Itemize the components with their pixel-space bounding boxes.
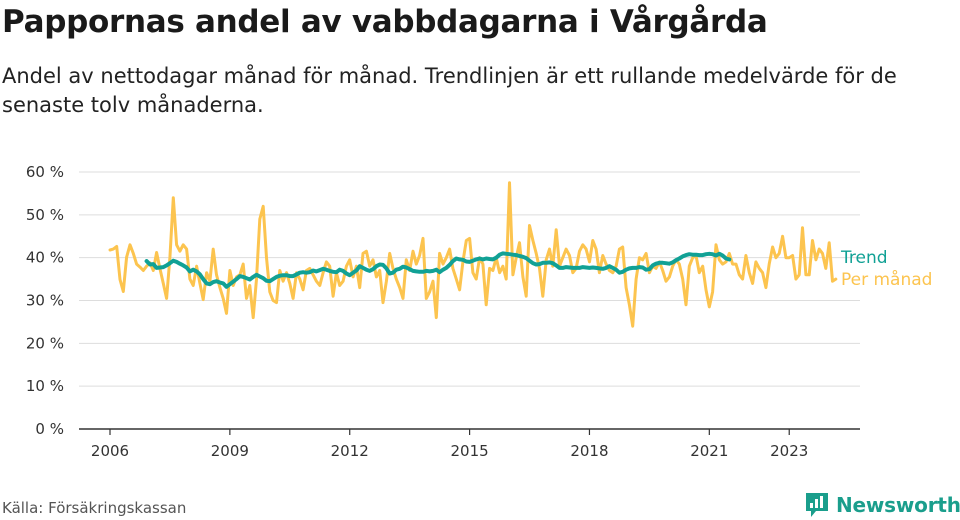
- y-axis-ticks: 0 % 10 % 20 % 30 % 40 % 50 % 60 %: [26, 163, 64, 438]
- y-tick-label: 50 %: [26, 206, 64, 224]
- page-subtitle: Andel av nettodagar månad för månad. Tre…: [2, 64, 897, 117]
- x-tick-label: 2018: [570, 442, 608, 460]
- x-axis: 2006 2009 2012 2015 2018 2021 2023: [79, 428, 860, 460]
- y-tick-label: 0 %: [35, 420, 64, 438]
- y-tick-label: 30 %: [26, 292, 64, 310]
- x-tick-label: 2023: [770, 442, 808, 460]
- brand-name: Newsworthy: [836, 493, 960, 517]
- series-lines: [108, 181, 838, 328]
- x-tick-label: 2015: [450, 442, 488, 460]
- y-tick-label: 10 %: [26, 377, 64, 395]
- legend-label-trend: Trend: [840, 248, 888, 268]
- y-tick-label: 20 %: [26, 334, 64, 352]
- y-tick-label: 60 %: [26, 163, 64, 181]
- brand-logo[interactable]: Newsworthy: [804, 490, 960, 520]
- y-tick-label: 40 %: [26, 249, 64, 267]
- x-tick-label: 2009: [211, 442, 249, 460]
- series-line-monthly: [108, 181, 838, 328]
- legend-label-monthly: Per månad: [841, 269, 932, 290]
- newsworthy-logo-icon: [806, 493, 828, 517]
- x-tick-label: 2006: [91, 442, 129, 460]
- line-chart: 0 % 10 % 20 % 30 % 40 % 50 % 60 % 2006 2009 2012…: [26, 163, 933, 460]
- x-tick-label: 2012: [331, 442, 369, 460]
- source-note: Källa: Försäkringskassan: [2, 499, 187, 517]
- series-line-trend: [144, 251, 732, 289]
- x-tick-label: 2021: [690, 442, 728, 460]
- page-title: Pappornas andel av vabbdagarna i Vårgård…: [2, 4, 768, 40]
